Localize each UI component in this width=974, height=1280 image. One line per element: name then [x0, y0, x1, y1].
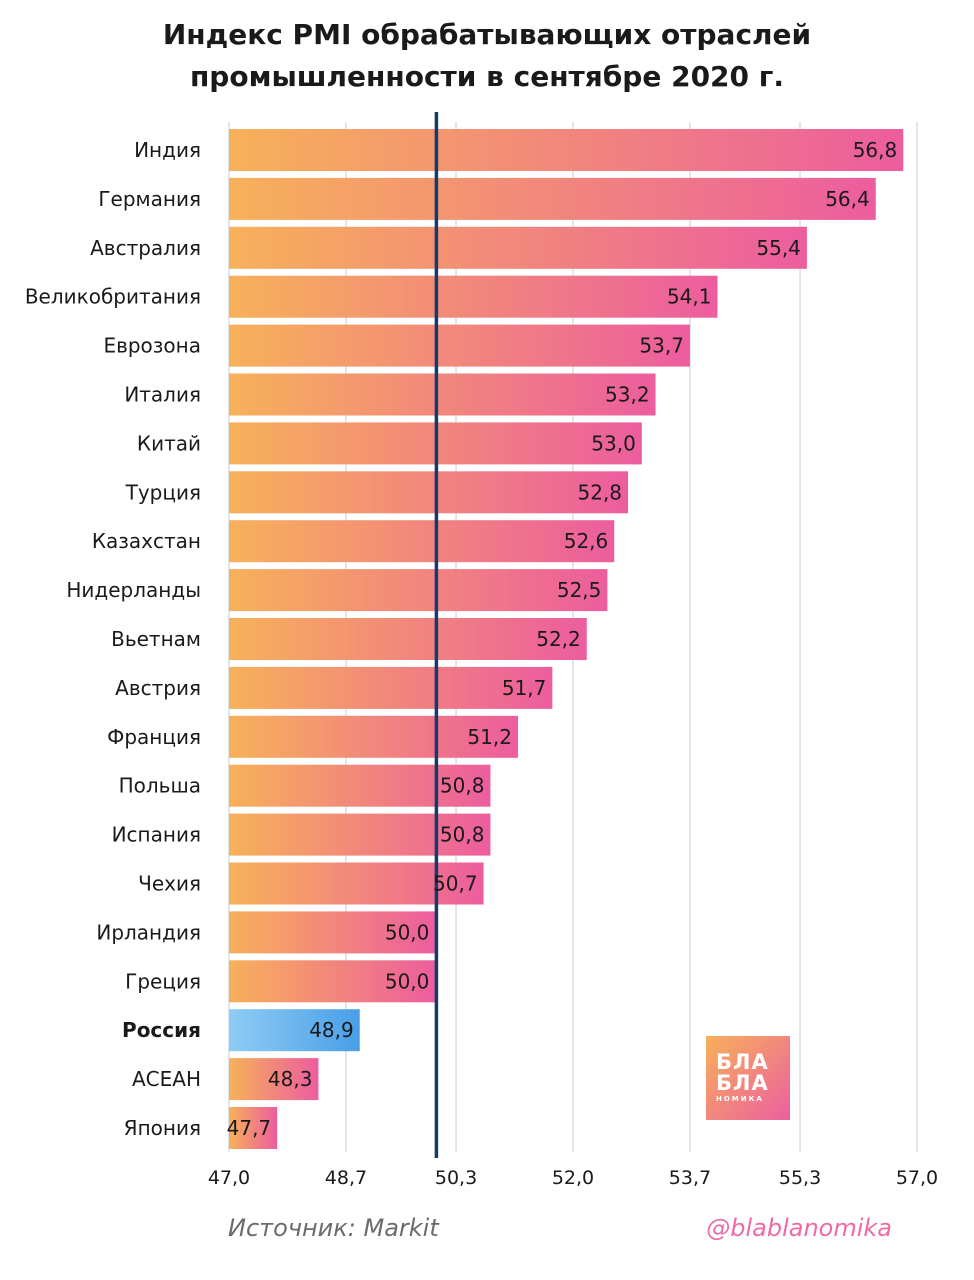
bar-highlight — [229, 1009, 360, 1052]
bar — [229, 862, 484, 905]
bar — [229, 275, 718, 318]
bar-value-label: 47,7 — [227, 1116, 272, 1140]
x-axis-ticks: 47,0 48,7 50,3 52,0 53,7 55,3 57,0 — [208, 1167, 938, 1189]
bar — [229, 226, 807, 269]
category-label: Италия — [124, 383, 201, 407]
category-label: Вьетнам — [111, 627, 201, 651]
bar-value-label: 54,1 — [667, 285, 712, 309]
bar-value-label: 53,7 — [639, 334, 684, 358]
x-tick-label: 50,3 — [435, 1167, 477, 1189]
category-label: Китай — [137, 431, 201, 455]
bar — [229, 373, 656, 416]
source-note: Источник: Markit — [228, 1214, 439, 1242]
bar-value-label: 55,4 — [756, 236, 801, 260]
x-tick-label: 47,0 — [208, 1167, 250, 1189]
category-label: Ирландия — [96, 920, 201, 944]
bar-value-label: 52,2 — [536, 627, 581, 651]
category-label: Австралия — [90, 236, 201, 260]
bar — [229, 520, 615, 563]
bar-value-label: 48,3 — [268, 1067, 313, 1091]
category-label: Австрия — [115, 676, 201, 700]
x-tick-label: 57,0 — [896, 1167, 938, 1189]
bar — [229, 177, 876, 220]
bar-value-label: 52,5 — [557, 578, 602, 602]
bar-value-label: 52,8 — [578, 480, 623, 504]
logo-line-3: НОМИКА — [716, 1095, 764, 1103]
category-label: Испания — [112, 823, 201, 847]
bar-value-label: 53,0 — [591, 431, 636, 455]
bar-value-label: 51,7 — [502, 676, 547, 700]
bar — [229, 715, 518, 758]
bar — [229, 666, 553, 709]
bar — [229, 569, 608, 612]
social-handle: @blablanomika — [706, 1214, 892, 1242]
category-label: Великобритания — [25, 285, 201, 309]
category-labels: 56,8 Индия 56,4 Германия 55,4 Австралия 54,1 Ве… — [25, 138, 897, 1140]
category-label: Турция — [125, 480, 201, 504]
category-label: Чехия — [138, 872, 201, 896]
category-label: Россия — [122, 1018, 201, 1042]
bar — [229, 1058, 319, 1101]
bar-value-label: 51,2 — [467, 725, 512, 749]
bar-value-label: 56,8 — [853, 138, 898, 162]
bar — [229, 764, 491, 807]
category-label: Германия — [98, 187, 201, 211]
x-tick-label: 48,7 — [325, 1167, 367, 1189]
bar — [229, 129, 904, 171]
category-label: Индия — [134, 138, 201, 162]
bar — [229, 471, 629, 514]
chart-title-line-1: Индекс PMI обрабатывающих отраслей — [162, 18, 812, 51]
category-label: Нидерланды — [66, 578, 201, 602]
bar-value-label: 50,0 — [385, 969, 430, 993]
category-label: Казахстан — [92, 529, 201, 553]
bar — [229, 813, 491, 856]
bar-value-label: 50,8 — [440, 774, 485, 798]
bar-value-label: 53,2 — [605, 383, 650, 407]
bar-value-label: 48,9 — [309, 1018, 354, 1042]
bars — [229, 129, 904, 1149]
bar — [229, 911, 436, 954]
category-label: Польша — [119, 774, 201, 798]
bar — [229, 618, 587, 660]
x-tick-label: 52,0 — [552, 1167, 594, 1189]
category-label: АСЕАН — [132, 1067, 201, 1091]
category-label: Еврозона — [103, 334, 201, 358]
logo-line-2: БЛА — [716, 1071, 769, 1095]
chart-title: Индекс PMI обрабатывающих отраслей промы… — [0, 14, 974, 98]
category-label: Япония — [124, 1116, 201, 1140]
x-tick-label: 53,7 — [669, 1167, 711, 1189]
category-label: Греция — [125, 969, 201, 993]
bar — [229, 324, 690, 367]
bar — [229, 1107, 278, 1149]
category-label: Франция — [107, 725, 201, 749]
bar — [229, 960, 436, 1003]
bar-value-label: 52,6 — [564, 529, 609, 553]
x-tick-label: 55,3 — [779, 1167, 821, 1189]
bar-value-label: 50,7 — [433, 872, 478, 896]
logo-line-1: БЛА — [716, 1050, 769, 1074]
blablanomika-logo: БЛА БЛА НОМИКА — [706, 1036, 790, 1120]
bar-value-label: 50,0 — [385, 920, 430, 944]
chart-title-line-2: промышленности в сентябре 2020 г. — [189, 60, 785, 93]
bar-value-label: 56,4 — [825, 187, 870, 211]
bar-value-label: 50,8 — [440, 823, 485, 847]
